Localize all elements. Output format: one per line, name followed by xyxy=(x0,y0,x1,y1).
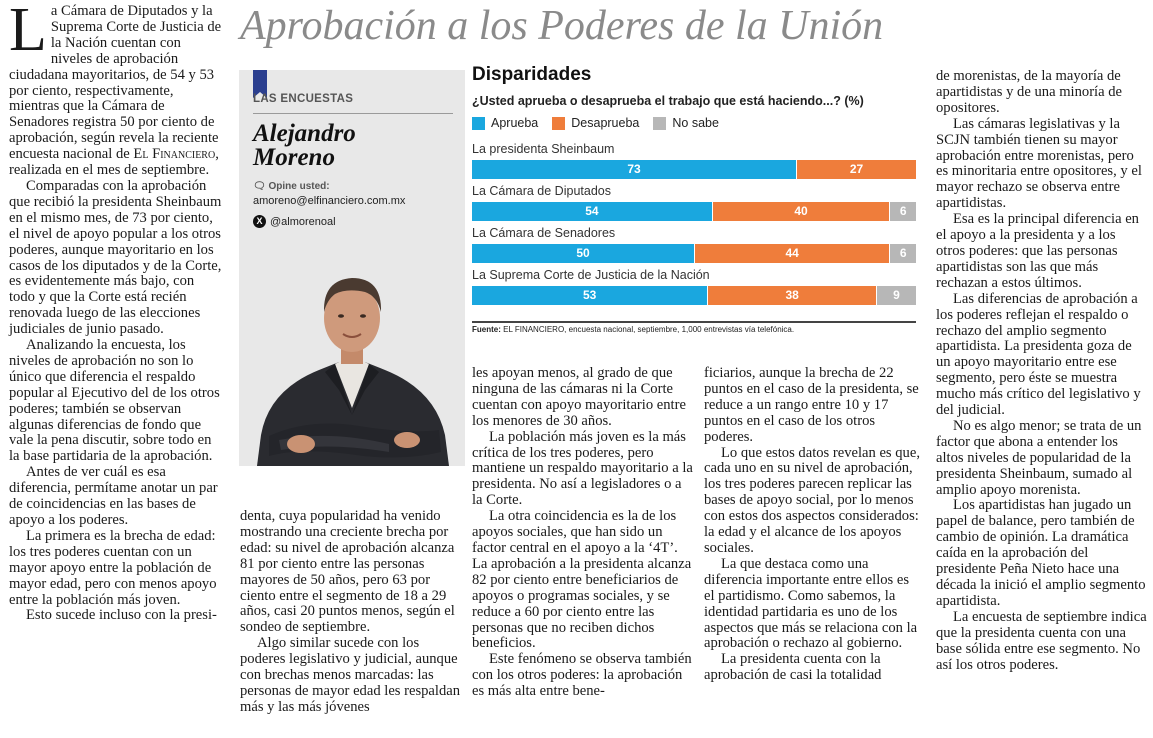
paragraph: Antes de ver cuál es esa diferencia, per… xyxy=(9,464,218,528)
paragraph: Analizando la encuesta, los niveles de a… xyxy=(9,337,220,465)
x-logo-icon: X xyxy=(253,215,266,228)
paragraph: Las cámaras legislativas y la SCJN tambi… xyxy=(936,115,1142,212)
bar-segment-nosabe: 6 xyxy=(890,244,916,263)
section-tag: LAS ENCUESTAS xyxy=(253,93,354,105)
headline: Aprobación a los Poderes de la Unión xyxy=(240,3,884,49)
bar-segment-desaprueba: 38 xyxy=(708,286,877,305)
author-name: Alejandro Moreno xyxy=(253,120,356,171)
paragraph: No es algo menor; se trata de un factor … xyxy=(936,417,1142,498)
lead-text-end: , realizada en el mes de septiembre. xyxy=(9,146,219,179)
author-last-name: Moreno xyxy=(253,144,335,171)
bar-segment-aprueba: 54 xyxy=(472,202,712,221)
bar-segment-desaprueba: 44 xyxy=(695,244,890,263)
bar-segment-nosabe: 9 xyxy=(877,286,916,305)
bar-segment-desaprueba: 40 xyxy=(712,202,890,221)
source-text: EL FINANCIERO, encuesta nacional, septie… xyxy=(503,325,795,334)
legend-swatch xyxy=(472,116,485,130)
bar-segment-aprueba: 50 xyxy=(472,244,694,263)
paragraph: La presidenta cuenta con la aprobación d… xyxy=(704,651,882,684)
chart-source: Fuente: EL FINANCIERO, encuesta nacional… xyxy=(472,325,794,334)
chart-question: ¿Usted aprueba o desaprueba el trabajo q… xyxy=(472,94,864,108)
brand-name: El Financiero xyxy=(133,146,216,163)
paragraph: Esa es la principal diferencia en el apo… xyxy=(936,211,1139,291)
stacked-bar: 54 40 6 xyxy=(472,202,916,221)
legend-swatch xyxy=(653,116,667,130)
legend-label: Aprueba xyxy=(491,116,539,130)
paragraph: ficiarios, aunque la brecha de 22 puntos… xyxy=(704,365,919,445)
article-column-5: de morenistas, de la mayoría de apartidi… xyxy=(936,68,1148,673)
lead-text: a Cámara de Diputados y la Suprema Corte… xyxy=(9,3,222,163)
bookmark-flag-icon xyxy=(253,70,267,98)
bar-segment-desaprueba: 27 xyxy=(797,160,916,179)
paragraph: Lo que estos datos revelan es que, cada … xyxy=(704,444,920,556)
legend-item-nosabe: No sabe xyxy=(653,116,719,130)
stacked-bar: 53 38 9 xyxy=(472,286,916,305)
divider xyxy=(253,113,453,114)
legend-label: Desaprueba xyxy=(571,116,640,130)
author-first-name: Alejandro xyxy=(253,120,356,147)
paragraph: Comparadas con la aprobación que recibió… xyxy=(9,177,222,338)
chart-legend: Aprueba Desaprueba No sabe xyxy=(472,116,719,130)
paragraph: Este fenómeno se observa también con los… xyxy=(472,651,692,700)
paragraph: denta, cuya popularidad ha venido mostra… xyxy=(240,508,455,636)
stacked-bar: 50 44 6 xyxy=(472,244,916,263)
speech-bubble-icon: 🗨 xyxy=(253,181,266,192)
paragraph: Las diferencias de aprobación a los pode… xyxy=(936,290,1141,419)
article-column-3: les apoyan menos, al grado de que ningun… xyxy=(472,365,694,700)
legend-label: No sabe xyxy=(672,116,719,130)
author-email[interactable]: amoreno@elfinanciero.com.mx xyxy=(253,195,406,207)
author-portrait xyxy=(239,230,465,466)
stacked-bar: 73 27 xyxy=(472,160,916,179)
paragraph: La encuesta de septiembre indica que la … xyxy=(936,608,1147,673)
paragraph: La población más joven es la más crítica… xyxy=(472,428,693,509)
article-column-2: denta, cuya popularidad ha venido mostra… xyxy=(240,508,464,716)
opine-label: 🗨 Opine usted: xyxy=(253,181,330,192)
bar-row-label: La presidenta Sheinbaum xyxy=(472,142,615,156)
bar-segment-nosabe: 6 xyxy=(890,202,916,221)
bar-row-label: La Suprema Corte de Justicia de la Nació… xyxy=(472,268,710,282)
paragraph: La primera es la brecha de edad: los tre… xyxy=(9,527,217,608)
chart-disparidades: Disparidades ¿Usted aprueba o desaprueba… xyxy=(472,64,916,340)
bar-segment-aprueba: 73 xyxy=(472,160,797,179)
paragraph: La otra coincidencia es la de los apoyos… xyxy=(472,508,692,652)
twitter-handle: @almorenoal xyxy=(270,215,336,228)
opine-text: Opine usted: xyxy=(268,181,330,192)
dropcap: L xyxy=(9,0,47,64)
article-column-4: ficiarios, aunque la brecha de 22 puntos… xyxy=(704,365,920,684)
paragraph: La que destaca como una diferencia impor… xyxy=(704,555,918,652)
paragraph: Los apartidistas han jugado un papel de … xyxy=(936,497,1146,609)
chart-divider xyxy=(472,321,916,323)
paragraph: de morenistas, de la mayoría de apartidi… xyxy=(936,68,1123,116)
bar-row-label: La Cámara de Senadores xyxy=(472,226,616,240)
paragraph: Esto sucede incluso con la presi- xyxy=(26,607,217,624)
legend-item-aprueba: Aprueba xyxy=(472,116,538,130)
author-twitter[interactable]: X @almorenoal xyxy=(253,215,336,228)
paragraph: les apoyan menos, al grado de que ningun… xyxy=(472,365,686,429)
chart-title: Disparidades xyxy=(472,64,592,85)
legend-swatch xyxy=(552,116,566,130)
bar-row-label: La Cámara de Diputados xyxy=(472,184,611,198)
author-box: LAS ENCUESTAS Alejandro Moreno 🗨 Opine u… xyxy=(239,70,465,466)
paragraph: Algo similar sucede con los poderes legi… xyxy=(240,635,461,715)
bar-segment-aprueba: 53 xyxy=(472,286,708,305)
source-label: Fuente: xyxy=(472,325,501,334)
legend-item-desaprueba: Desaprueba xyxy=(552,116,639,130)
